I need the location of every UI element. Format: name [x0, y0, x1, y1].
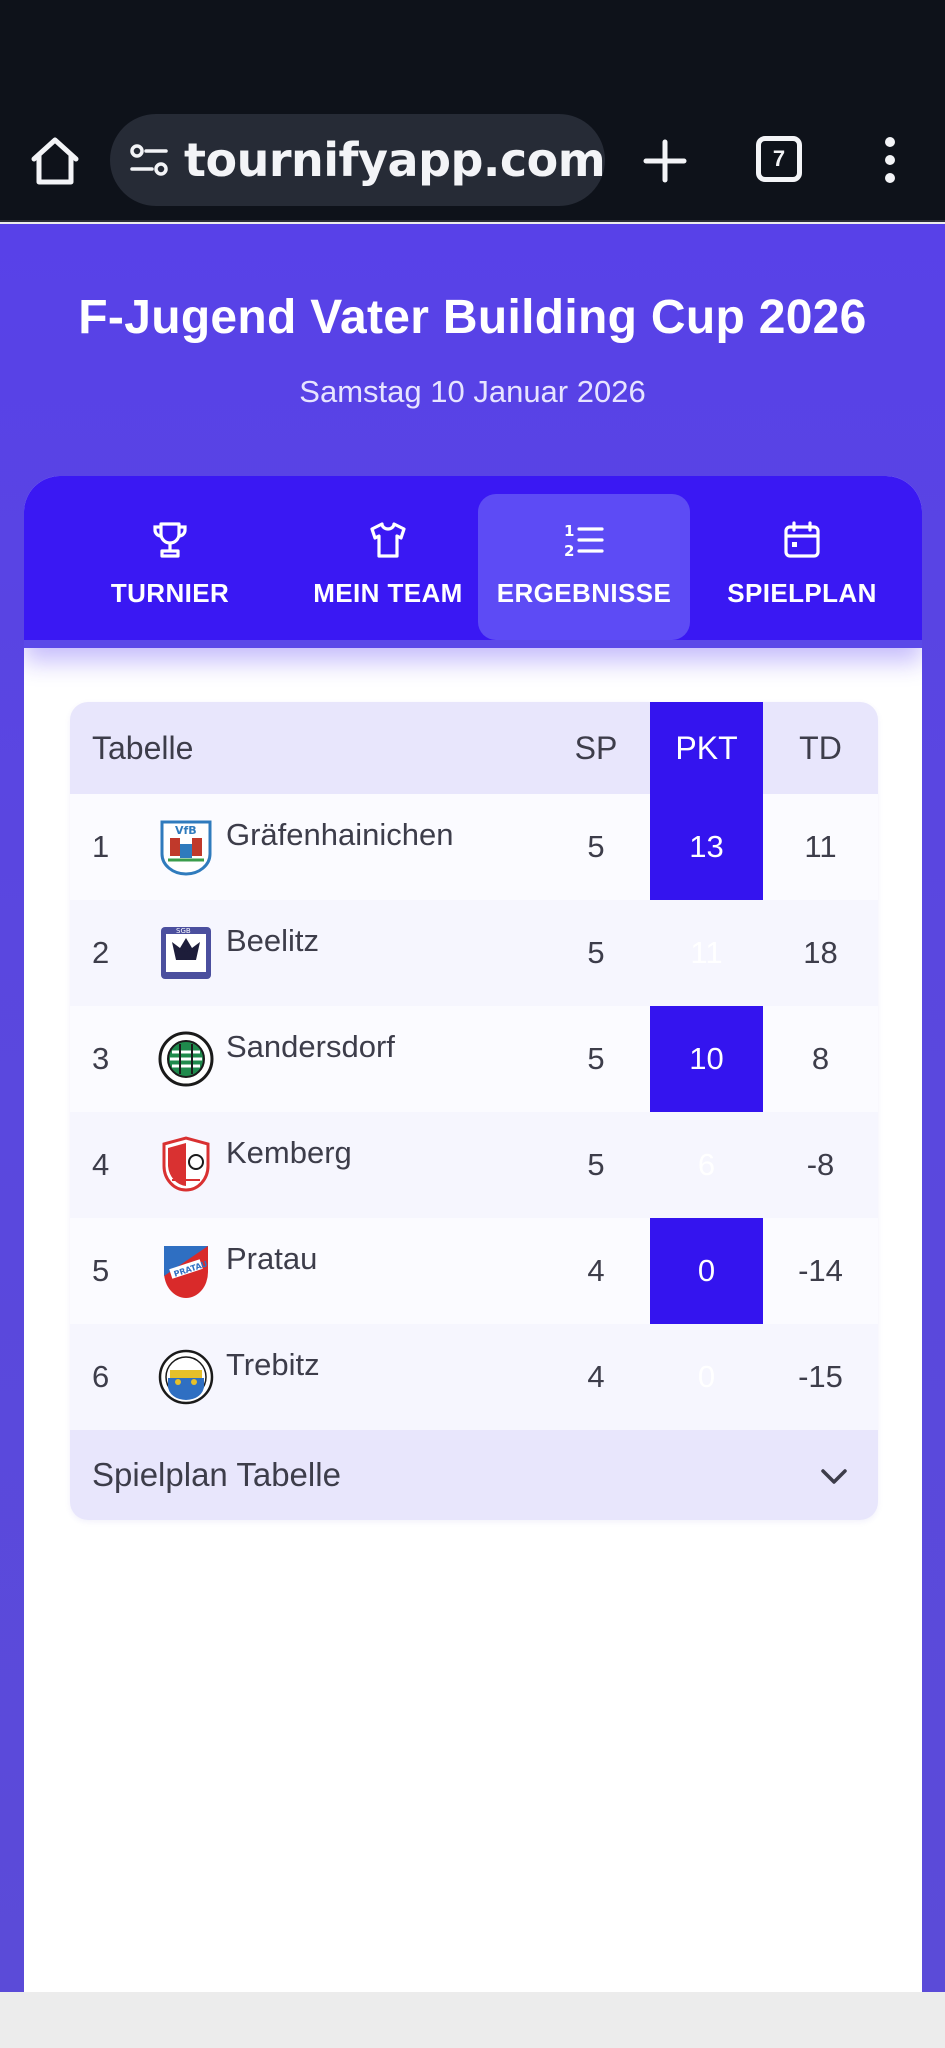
tab-mein-team[interactable]: MEIN TEAM: [282, 494, 494, 640]
ranking-list-icon: 1 2: [564, 522, 604, 560]
svg-text:SGB: SGB: [176, 927, 191, 935]
points-column-highlight: [650, 702, 763, 1430]
tab-spielplan[interactable]: SPIELPLAN: [696, 494, 908, 640]
calendar-icon: [784, 521, 820, 558]
rank: 1: [92, 829, 110, 864]
goal-difference: -14: [798, 1253, 843, 1288]
team-logo-beelitz: SGB: [161, 927, 211, 979]
tab-label: SPIELPLAN: [727, 578, 877, 608]
rank: 3: [92, 1041, 110, 1076]
rank: 5: [92, 1253, 110, 1288]
address-bar[interactable]: tournifyapp.com/l: [110, 114, 605, 206]
tab-switcher-button[interactable]: 7: [756, 136, 802, 182]
trophy-icon: [153, 522, 187, 558]
goal-difference: 18: [803, 935, 838, 970]
tournament-date: Samstag 10 Januar 2026: [299, 374, 646, 409]
tab-bar: TURNIER MEIN TEAM 1 2 ERGEBNISSE: [24, 476, 922, 648]
tab-label: MEIN TEAM: [313, 578, 463, 608]
url-text[interactable]: tournifyapp.com/l: [184, 133, 605, 187]
new-tab-icon[interactable]: [640, 132, 690, 190]
status-bar: [0, 0, 945, 100]
home-icon[interactable]: [28, 134, 82, 188]
team-name[interactable]: Kemberg: [226, 1135, 352, 1170]
games-played: 4: [587, 1253, 605, 1288]
table-row[interactable]: 2 SGB Beelitz 5 11 18: [70, 900, 878, 1006]
team-logo-graefenhainichen: VfB: [160, 820, 212, 876]
goal-difference: 8: [811, 1041, 830, 1076]
spielplan-tabelle-toggle[interactable]: Spielplan Tabelle: [70, 1430, 878, 1520]
site-settings-icon[interactable]: [128, 140, 170, 180]
tab-label: TURNIER: [110, 578, 230, 608]
header-tabelle: Tabelle: [92, 730, 194, 766]
table-row[interactable]: 3 Sandersdorf 5 10 8: [70, 1006, 878, 1112]
goal-difference: -8: [806, 1147, 835, 1182]
more-menu-icon[interactable]: [870, 130, 910, 190]
header-sp: SP: [574, 730, 618, 766]
points: 0: [697, 1253, 716, 1288]
tab-label: ERGEBNISSE: [496, 578, 672, 608]
team-name[interactable]: Pratau: [226, 1241, 318, 1276]
table-row[interactable]: 6 Trebitz 4 0 -15: [70, 1324, 878, 1430]
points: 0: [697, 1359, 716, 1394]
spielplan-tabelle-label: Spielplan Tabelle: [92, 1456, 341, 1493]
browser-toolbar: tournifyapp.com/l 7: [0, 100, 945, 222]
goal-difference: 11: [804, 829, 837, 864]
games-played: 5: [587, 935, 605, 970]
chevron-down-icon[interactable]: [818, 1460, 850, 1492]
games-played: 5: [587, 1147, 605, 1182]
svg-text:2: 2: [564, 542, 574, 560]
rank: 6: [92, 1359, 110, 1394]
team-name[interactable]: Sandersdorf: [226, 1029, 395, 1064]
content-card: TURNIER MEIN TEAM 1 2 ERGEBNISSE: [24, 476, 922, 1992]
games-played: 5: [587, 1041, 605, 1076]
header-pkt: PKT: [675, 730, 738, 766]
team-name[interactable]: Beelitz: [226, 923, 320, 958]
team-name[interactable]: Trebitz: [226, 1347, 320, 1382]
svg-text:1: 1: [564, 522, 574, 540]
header-td: TD: [799, 730, 842, 766]
team-logo-pratau: PRATAU: [164, 1246, 209, 1298]
points: 11: [690, 935, 723, 970]
table-row[interactable]: 5 PRATAU Pratau 4 0 -14: [70, 1218, 878, 1324]
team-logo-sandersdorf: [158, 1031, 214, 1087]
team-logo-kemberg: [162, 1136, 210, 1192]
rank: 4: [92, 1147, 110, 1182]
games-played: 4: [587, 1359, 605, 1394]
table-row[interactable]: 1 VfB Gräfenhainichen 5 13 11: [70, 794, 878, 900]
standings-table: Tabelle SP PKT TD 1 VfB Gräfenhainichen …: [70, 702, 878, 1520]
points: 6: [697, 1147, 716, 1182]
goal-difference: -15: [798, 1359, 843, 1394]
tab-ergebnisse[interactable]: 1 2 ERGEBNISSE: [478, 494, 690, 640]
points: 10: [689, 1041, 724, 1076]
shirt-icon: [370, 522, 406, 558]
team-name[interactable]: Gräfenhainichen: [226, 817, 454, 852]
rank: 2: [92, 935, 110, 970]
tournament-title: F-Jugend Vater Building Cup 2026: [78, 291, 867, 344]
points: 13: [689, 829, 724, 864]
table-row[interactable]: 4 Kemberg 5 6 -8: [70, 1112, 878, 1218]
svg-text:VfB: VfB: [175, 824, 197, 837]
team-logo-trebitz: [158, 1349, 214, 1405]
tab-turnier[interactable]: TURNIER: [64, 494, 276, 640]
games-played: 5: [587, 829, 605, 864]
